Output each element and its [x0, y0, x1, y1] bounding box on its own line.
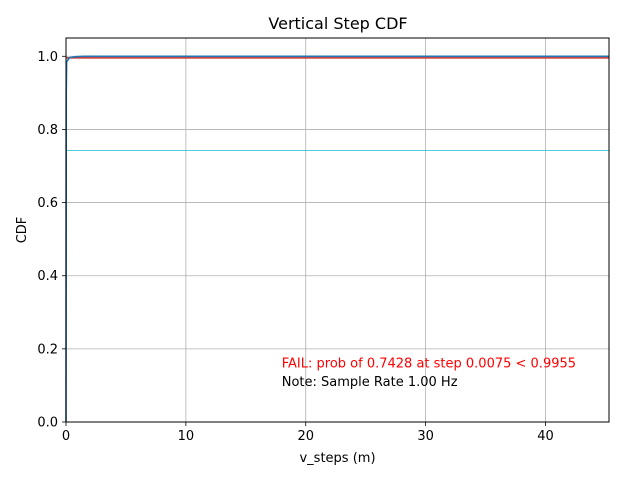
x-tick-label: 10	[178, 429, 195, 444]
y-tick-label: 0.2	[37, 342, 58, 357]
plot-frame	[65, 37, 610, 423]
x-tick-label: 20	[297, 429, 314, 444]
annotation-text: FAIL: prob of 0.7428 at step 0.0075 < 0.…	[282, 356, 576, 371]
chart-title: Vertical Step CDF	[268, 14, 407, 33]
y-tick-label: 0.8	[37, 123, 58, 138]
y-axis-label: CDF	[15, 217, 30, 244]
y-tick-label: 0.0	[37, 416, 58, 431]
x-axis-label: v_steps (m)	[299, 451, 375, 466]
y-tick-label: 0.6	[37, 196, 58, 211]
x-tick-label: 30	[417, 429, 434, 444]
reference-lines	[66, 57, 609, 151]
x-axis-ticks: 0 10 20 30 40	[62, 422, 554, 444]
annotation-text: Note: Sample Rate 1.00 Hz	[282, 375, 458, 390]
x-tick-label: 40	[537, 429, 554, 444]
y-axis-ticks: 0.0 0.2 0.4 0.6 0.8 1.0	[37, 50, 66, 431]
x-tick-label: 0	[62, 429, 70, 444]
y-tick-label: 1.0	[37, 50, 58, 65]
annotations: FAIL: prob of 0.7428 at step 0.0075 < 0.…	[282, 356, 576, 389]
y-tick-label: 0.4	[37, 269, 58, 284]
